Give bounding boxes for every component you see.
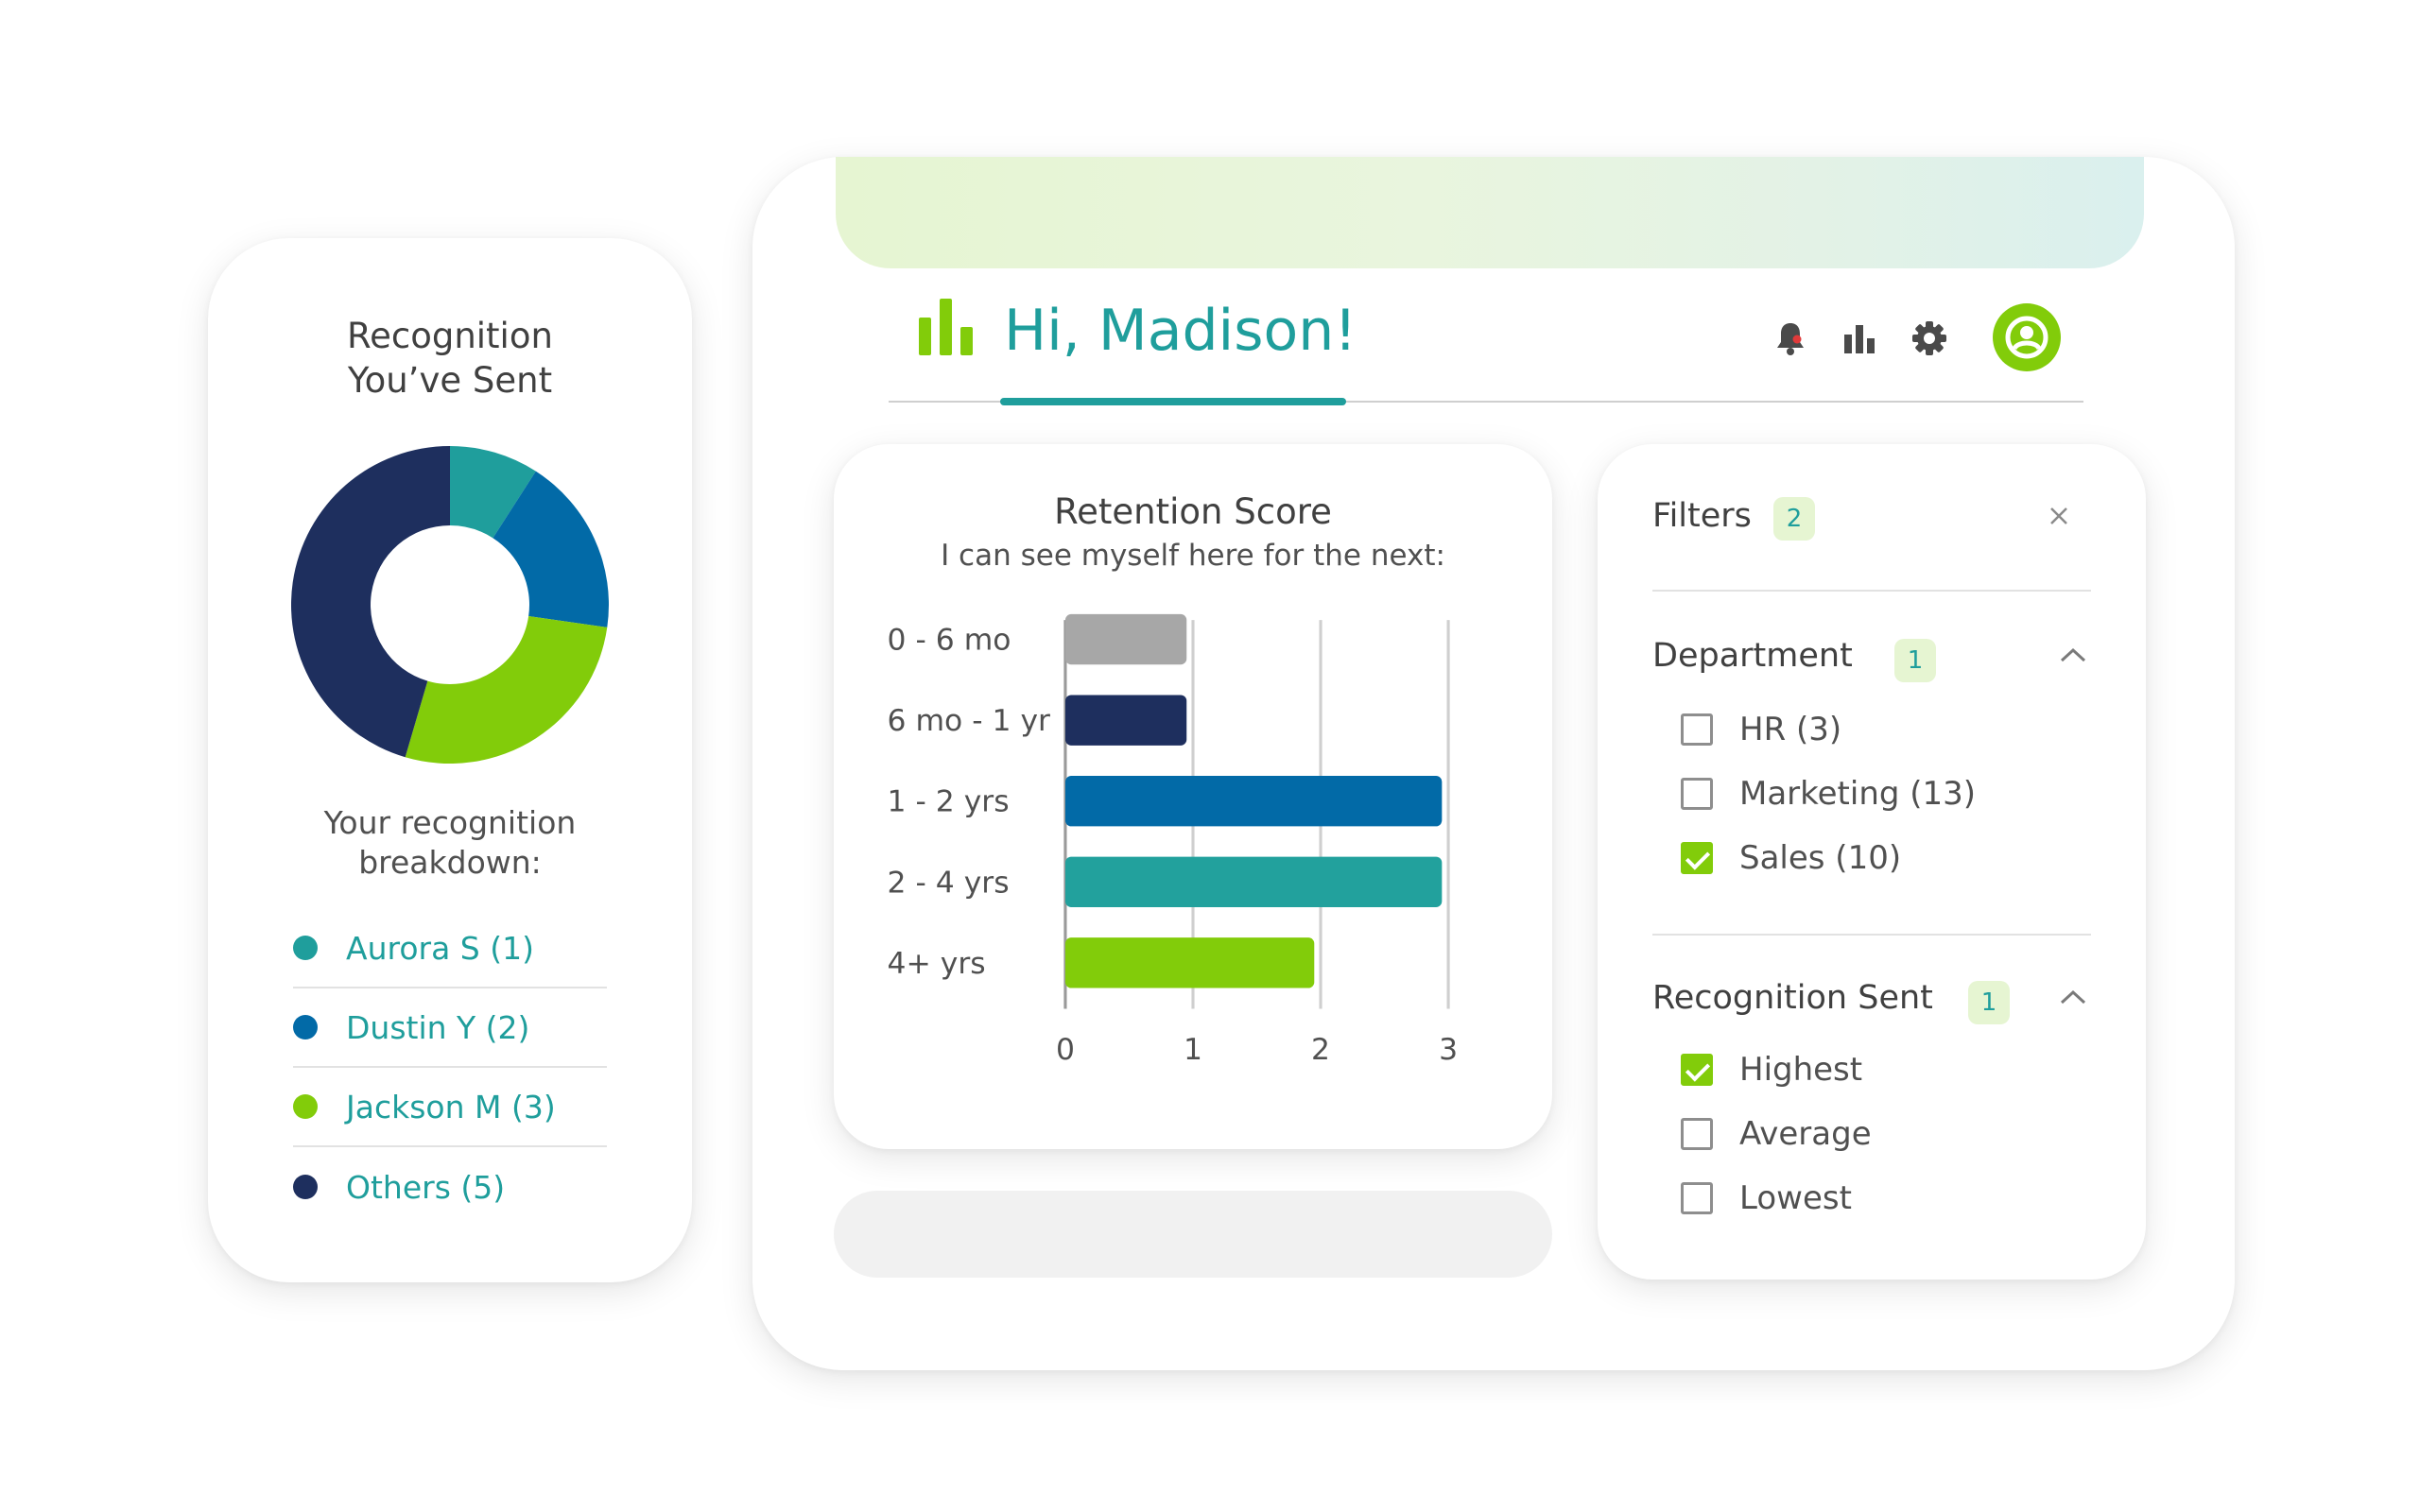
chart-subtitle: I can see myself here for the next: [941,539,1445,573]
legend-label: Dustin Y (2) [346,1008,530,1046]
filters-title: Filters [1652,497,1752,535]
x-tick-label: 0 [1056,1033,1075,1067]
option-label: Average [1739,1115,1872,1153]
legend-item-others[interactable]: Others (5) [293,1147,607,1227]
legend-item-aurora[interactable]: Aurora S (1) [293,909,607,988]
y-category-label: 4+ yrs [888,947,986,981]
department-count-badge: 1 [1894,639,1936,682]
header-banner [836,157,2144,268]
checkbox-average[interactable] [1681,1118,1713,1150]
chart-title: Retention Score [1054,491,1332,532]
filters-divider [1652,934,2091,936]
option-label: Highest [1739,1051,1863,1089]
recognition-sent-count-badge: 1 [1968,981,2010,1024]
bar-0 [1064,613,1187,665]
recognition-title-line1: Recognition [347,316,553,356]
greeting-title: Hi, Madison! [1004,298,1357,364]
checkbox-marketing[interactable] [1681,778,1713,810]
filter-option-marketing[interactable]: Marketing (13) [1681,775,1976,813]
bar-4 [1064,937,1315,988]
option-label: Lowest [1739,1179,1852,1217]
bar-1 [1064,695,1187,746]
y-category-label: 0 - 6 mo [888,624,1011,658]
legend-dot-jackson [293,1094,318,1119]
option-label: HR (3) [1739,711,1842,748]
bar-3 [1064,856,1443,907]
retention-bar-chart: 0 1 2 3 0 - 6 mo 6 mo - 1 yr 1 - 2 yrs 2 - 4 yr… [888,613,1458,1067]
chevron-up-icon[interactable] [2059,988,2087,1005]
donut-slice-2 [405,615,608,764]
legend-label: Jackson M (3) [346,1088,556,1125]
filters-panel: Filters 2 Department 1 HR (3) Marketing … [1598,444,2146,1280]
legend-dot-dustin [293,1015,318,1040]
breakdown-line2: breakdown: [358,844,542,881]
close-icon[interactable] [2048,505,2070,527]
bell-icon[interactable] [1772,319,1809,357]
recognition-title: Recognition You’ve Sent [208,314,692,403]
legend-dot-others [293,1175,318,1199]
recognition-sent-title: Recognition Sent [1652,979,1933,1017]
filters-count-badge: 2 [1773,497,1815,541]
x-tick-label: 1 [1184,1033,1202,1067]
y-category-label: 2 - 4 yrs [888,866,1010,900]
y-category-label: 6 mo - 1 yr [888,704,1051,738]
option-label: Sales (10) [1739,839,1902,877]
donut-slice-3 [291,446,450,758]
recognition-breakdown-label: Your recognition breakdown: [208,803,692,883]
recognition-title-line2: You’ve Sent [347,360,553,401]
checkbox-lowest[interactable] [1681,1182,1713,1214]
checkbox-sales[interactable] [1681,842,1713,874]
donut-slice-1 [493,471,609,627]
filters-divider [1652,590,2091,592]
y-category-label: 1 - 2 yrs [888,785,1010,819]
bar-2 [1064,776,1443,827]
user-icon [2005,316,2048,359]
department-title: Department [1652,637,1853,675]
legend-item-jackson[interactable]: Jackson M (3) [293,1068,607,1147]
filter-option-hr[interactable]: HR (3) [1681,711,1841,748]
filter-option-highest[interactable]: Highest [1681,1051,1862,1089]
dashboard-card: Hi, Madison! Retention Score I can see m… [752,157,2235,1370]
x-tick-label: 3 [1439,1033,1458,1067]
legend-dot-aurora [293,936,318,960]
x-tick-label: 2 [1311,1033,1330,1067]
checkbox-highest[interactable] [1681,1054,1713,1086]
donut-slice-0 [450,446,536,539]
gear-icon[interactable] [1910,319,1948,357]
retention-score-card: Retention Score I can see myself here fo… [834,444,1552,1149]
filter-option-sales[interactable]: Sales (10) [1681,839,1901,877]
breakdown-line1: Your recognition [323,804,577,841]
stats-icon[interactable] [1841,319,1878,357]
recognition-donut-chart [291,446,609,764]
filter-option-lowest[interactable]: Lowest [1681,1179,1852,1217]
recognition-card: Recognition You’ve Sent Your recognition… [208,238,692,1282]
header-divider [889,401,2083,403]
chevron-up-icon[interactable] [2059,646,2087,663]
filter-option-average[interactable]: Average [1681,1115,1872,1153]
checkbox-hr[interactable] [1681,713,1713,746]
legend-label: Aurora S (1) [346,929,534,967]
profile-button[interactable] [1993,303,2061,371]
option-label: Marketing (13) [1739,775,1977,813]
bar-chart-logo-icon [919,299,973,355]
placeholder-bar [834,1191,1552,1278]
legend-item-dustin[interactable]: Dustin Y (2) [293,988,607,1068]
recognition-legend: Aurora S (1) Dustin Y (2) Jackson M (3) … [293,909,607,1227]
active-tab-indicator [1000,398,1346,405]
legend-label: Others (5) [346,1168,506,1206]
